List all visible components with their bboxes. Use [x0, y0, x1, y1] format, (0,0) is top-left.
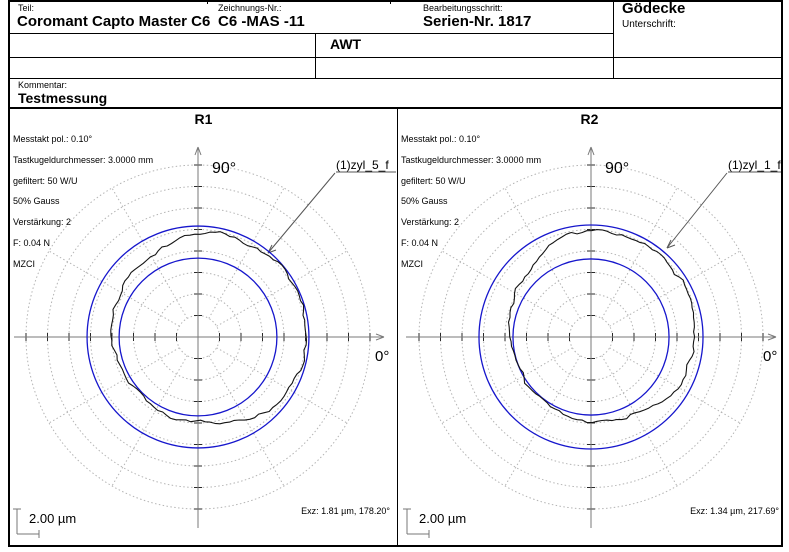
polar-plot-r1: 90° 0° (1)zyl_5_f 2.00 µm Exz: 1.81 µm, … — [13, 146, 396, 538]
signature-label: Unterschrift: — [622, 19, 676, 30]
header-divider — [315, 33, 316, 78]
header-divider — [613, 0, 614, 78]
scale-bracket — [13, 508, 40, 538]
comment-label: Kommentar: — [18, 80, 68, 90]
plot-title: R1 — [194, 111, 213, 127]
scale-label: 2.00 µm — [419, 511, 466, 526]
field-label-bearbeitungsschritt: Bearbeitungsschritt: — [423, 3, 503, 13]
header-divider — [10, 33, 613, 34]
polar-plot-r2: 90° 0° (1)zyl_1_f 2.00 µm Exz: 1.34 µm, … — [403, 146, 781, 538]
field-label-zeichnungs-nr: Zeichnungs-Nr.: — [218, 3, 282, 13]
curve-leader-line — [267, 171, 396, 254]
plot-area-top-border — [10, 107, 781, 109]
scale-label: 2.00 µm — [29, 511, 76, 526]
plot-data-series — [478, 224, 704, 450]
angle-label-0: 0° — [375, 348, 389, 365]
report-frame — [8, 0, 783, 547]
polar-axes — [14, 146, 385, 528]
plot-title: R2 — [580, 111, 599, 127]
scale-bracket — [403, 508, 430, 538]
curve-label: (1)zyl_1_f — [728, 158, 781, 172]
plot-data-series — [86, 225, 310, 449]
angle-label-0: 0° — [763, 348, 777, 365]
header-divider — [10, 57, 781, 58]
field-value-zeichnungs-nr: C6 -MAS -11 — [218, 13, 305, 30]
measurement-parameters: Messtakt pol.: 0.10° Tastkugeldurchmesse… — [13, 134, 154, 269]
axis-arrow-90deg — [194, 146, 202, 156]
measurement-parameters: Messtakt pol.: 0.10° Tastkugeldurchmesse… — [401, 134, 542, 269]
field-label-teil: Teil: — [18, 3, 35, 13]
panel-divider — [397, 109, 398, 545]
polar-plot-panel-r1: R1 Messtakt pol.: 0.10° Tastkugeldurchme… — [10, 109, 397, 545]
angle-label-90: 90° — [605, 160, 629, 177]
axis-arrow-0deg — [767, 333, 777, 341]
header-column-tick — [390, 0, 391, 4]
field-value-teil: Coromant Capto Master C6 — [17, 13, 211, 30]
axis-arrow-90deg — [587, 146, 595, 156]
step-code: AWT — [330, 36, 362, 52]
polar-axes — [406, 146, 777, 528]
field-value-bearbeitungsschritt: Serien-Nr. 1817 — [423, 13, 532, 30]
curve-label: (1)zyl_5_f — [336, 158, 389, 172]
eccentricity-annotation: Exz: 1.81 µm, 178.20° — [301, 506, 390, 516]
signer-name: Gödecke — [622, 0, 686, 17]
angle-label-90: 90° — [212, 160, 236, 177]
comment-value: Testmessung — [18, 90, 108, 106]
polar-plot-panel-r2: R2 Messtakt pol.: 0.10° Tastkugeldurchme… — [398, 109, 781, 545]
axis-arrow-0deg — [375, 333, 385, 341]
curve-leader-line — [666, 171, 781, 249]
header-column-tick — [207, 0, 208, 4]
eccentricity-annotation: Exz: 1.34 µm, 217.69° — [690, 506, 779, 516]
header-divider — [10, 78, 781, 79]
